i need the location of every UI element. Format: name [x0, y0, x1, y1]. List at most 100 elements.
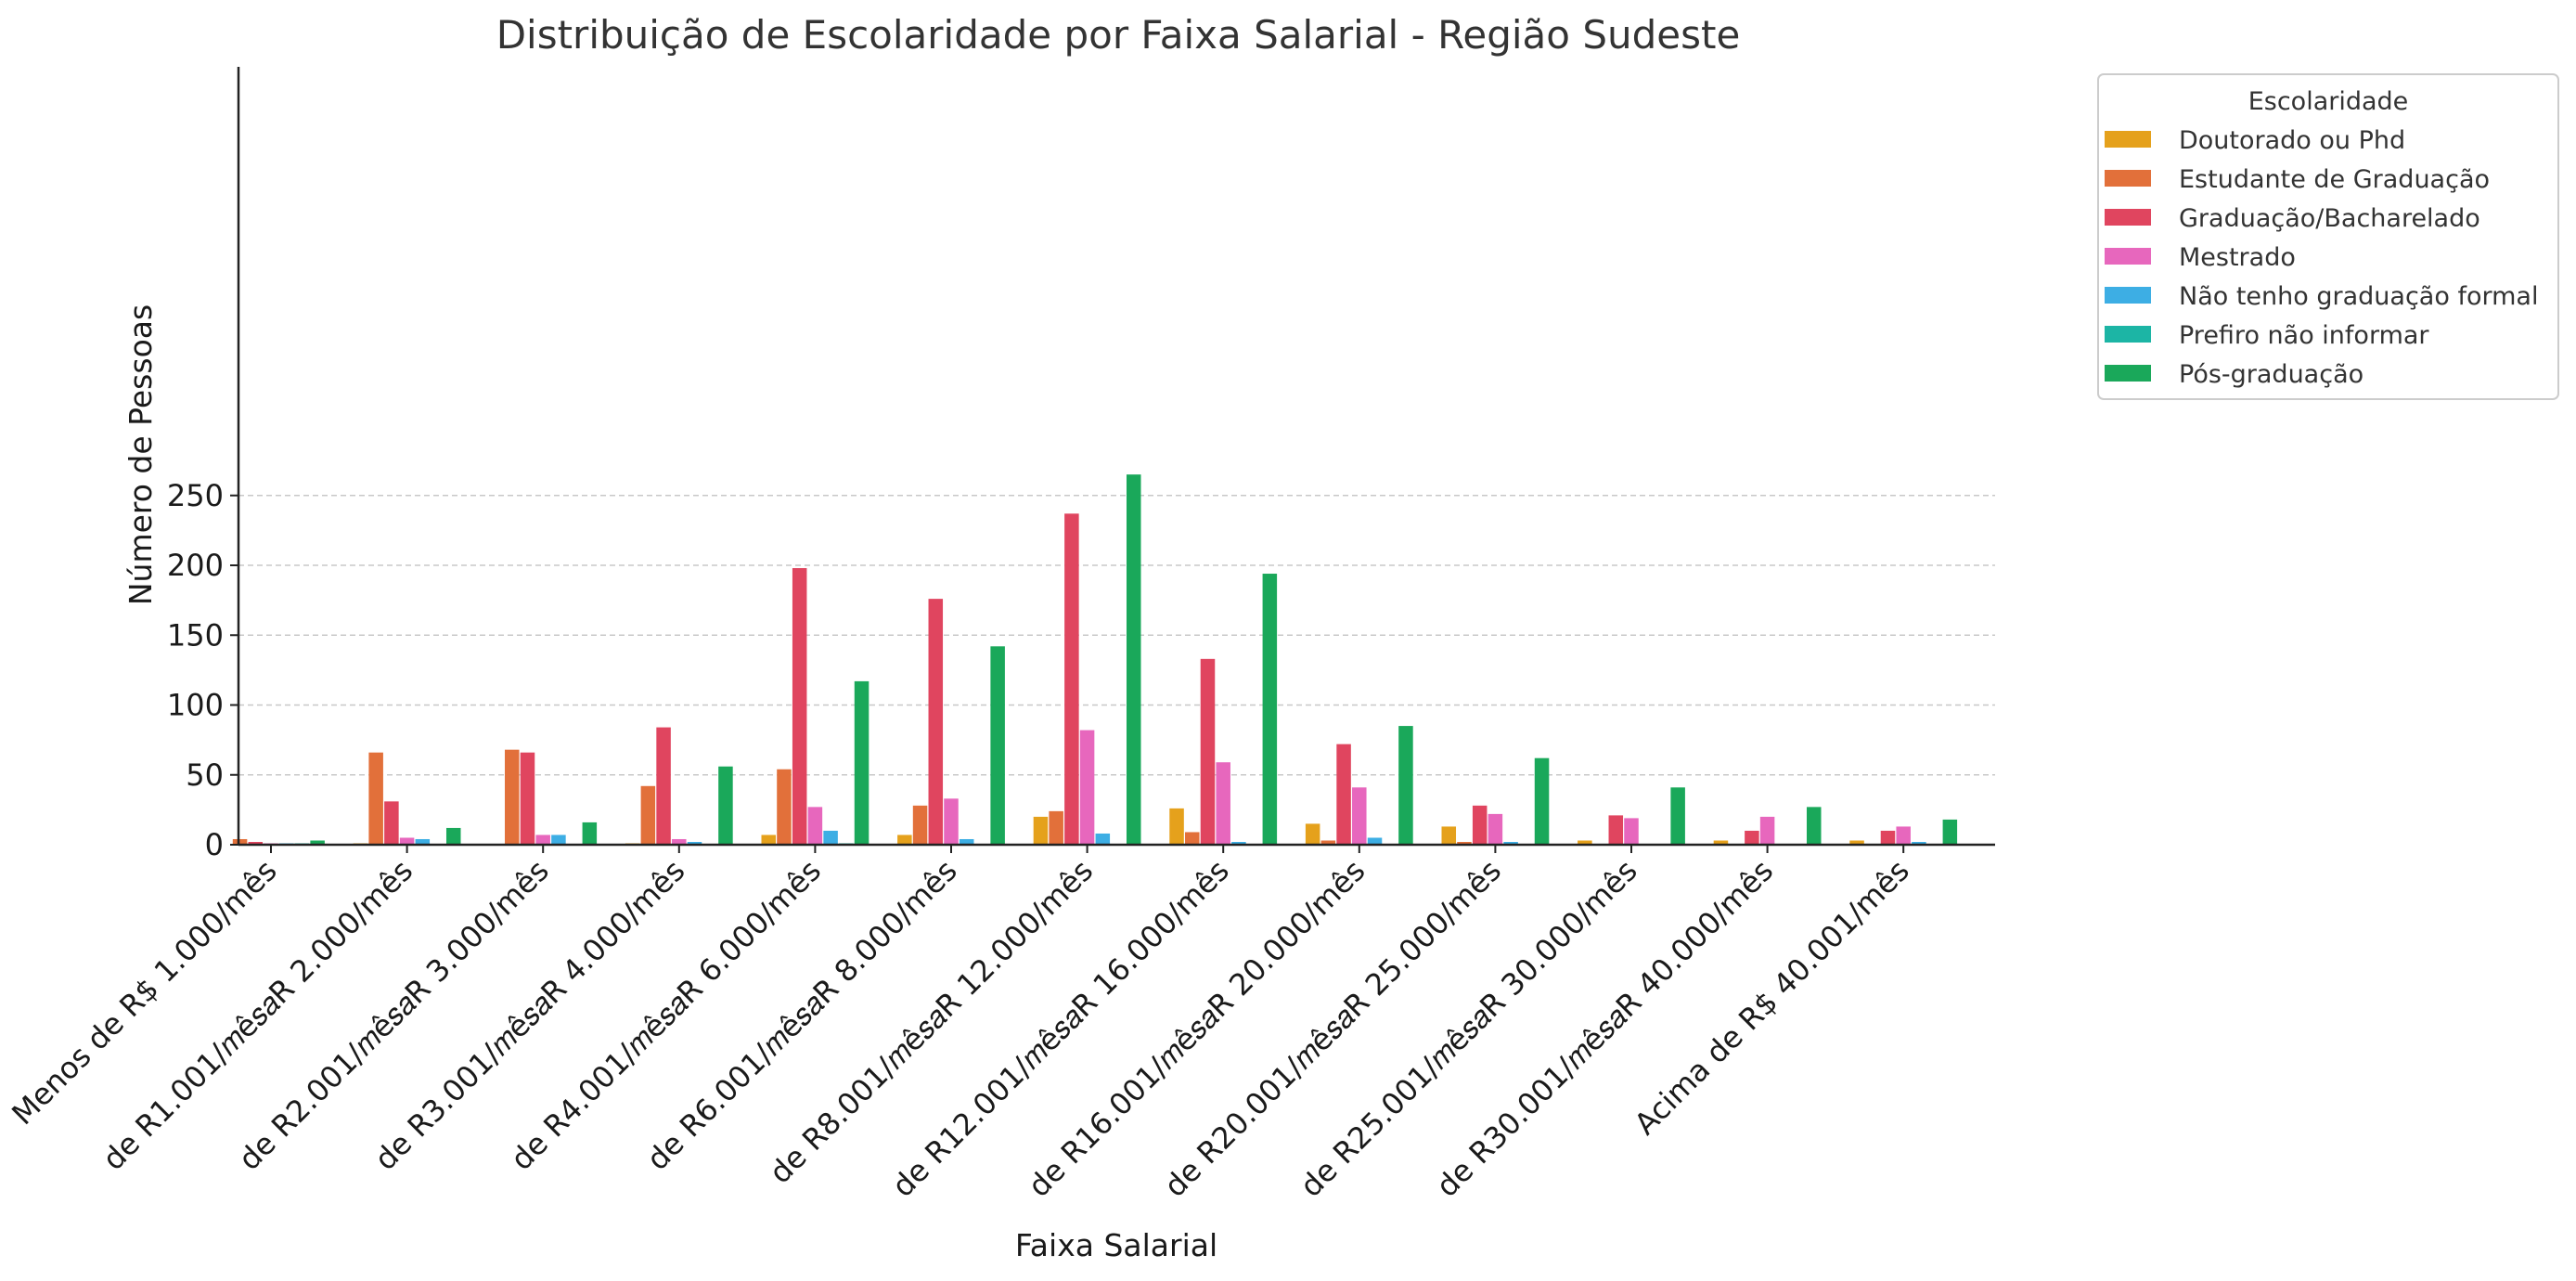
- y-ticks: 0 50 100 150 200 250: [167, 478, 238, 862]
- bar: [897, 835, 912, 846]
- bar: [718, 766, 733, 845]
- x-tick-label: Menos de R$ 1.000/mês: [5, 853, 283, 1132]
- y-tick-label: 250: [167, 478, 224, 513]
- legend-label: Estudante de Graduação: [2179, 165, 2490, 194]
- bar: [990, 646, 1005, 845]
- bar: [1608, 815, 1624, 845]
- bar: [1033, 816, 1049, 845]
- bar: [368, 752, 383, 845]
- bar: [1942, 819, 1958, 845]
- bar: [445, 827, 461, 845]
- legend-title: Escolaridade: [2248, 87, 2409, 116]
- bar: [1488, 813, 1503, 845]
- legend-swatch: [2105, 248, 2151, 265]
- bar: [1578, 840, 1592, 845]
- bar: [310, 840, 325, 845]
- legend-swatch: [2105, 209, 2151, 226]
- bar: [551, 835, 566, 846]
- bar: [384, 801, 399, 845]
- y-axis-label: Número de Pessoas: [122, 304, 159, 605]
- legend-label: Pós-graduação: [2179, 360, 2363, 389]
- legend-items: Doutorado ou Phd Estudante de Graduação Gr…: [2105, 126, 2538, 389]
- legend-swatch: [2105, 365, 2151, 382]
- bar: [1262, 574, 1278, 845]
- bar: [1185, 832, 1200, 845]
- bar: [1095, 833, 1111, 845]
- bars: [232, 474, 1958, 846]
- bar: [1534, 757, 1550, 845]
- bar: [1745, 830, 1759, 845]
- legend-frame: [2097, 73, 2559, 400]
- bar: [1472, 805, 1488, 845]
- bar: [505, 749, 520, 845]
- bar: [1079, 730, 1095, 845]
- chart-title: Distribuição de Escolaridade por Faixa S…: [496, 12, 1741, 58]
- legend-swatch: [2105, 170, 2151, 187]
- bar: [232, 838, 248, 845]
- axes: [237, 67, 1995, 847]
- gridlines: [238, 494, 1995, 776]
- bar: [959, 838, 974, 845]
- x-axis-label: Faixa Salarial: [1015, 1227, 1217, 1263]
- legend-label: Prefiro não informar: [2179, 321, 2429, 350]
- bar: [777, 769, 792, 845]
- bar: [1759, 816, 1775, 845]
- bar: [1880, 830, 1896, 845]
- bar: [761, 835, 777, 846]
- bar: [807, 807, 823, 845]
- bar: [672, 838, 687, 845]
- y-tick-label: 0: [205, 827, 224, 862]
- legend-label: Doutorado ou Phd: [2179, 126, 2405, 155]
- y-tick-label: 200: [167, 548, 224, 583]
- bar: [1169, 808, 1184, 845]
- legend-swatch: [2105, 326, 2151, 343]
- bar: [1336, 744, 1351, 845]
- legend-swatch: [2105, 131, 2151, 148]
- bar: [535, 835, 550, 846]
- bar: [399, 837, 415, 845]
- bar: [928, 599, 944, 845]
- bar: [1231, 841, 1246, 845]
- bar: [1200, 658, 1216, 845]
- bar: [1126, 474, 1141, 845]
- legend-swatch: [2105, 287, 2151, 304]
- legend-label: Mestrado: [2179, 243, 2296, 272]
- legend: Escolaridade Doutorado ou Phd Estudante d…: [2097, 73, 2559, 400]
- bar: [1670, 787, 1685, 845]
- x-tick-label: Acima de R$ 40.001/mês: [1628, 853, 1916, 1142]
- bar: [687, 841, 702, 845]
- legend-label: Graduação/Bacharelado: [2179, 204, 2480, 233]
- bar: [1806, 807, 1822, 845]
- bar: [1064, 513, 1079, 846]
- bar: [656, 727, 671, 845]
- bar: [248, 841, 264, 845]
- bar: [1216, 762, 1230, 845]
- bar: [1503, 841, 1518, 845]
- y-tick-label: 100: [167, 688, 224, 723]
- bar: [1457, 841, 1472, 845]
- bar: [1352, 787, 1367, 845]
- bar: [1713, 840, 1729, 845]
- bar: [823, 830, 838, 845]
- y-tick-label: 150: [167, 617, 224, 653]
- bar: [1441, 826, 1457, 845]
- y-tick-label: 50: [186, 757, 224, 793]
- bar: [1896, 826, 1911, 845]
- bar: [582, 822, 598, 845]
- bar: [1398, 726, 1413, 845]
- bar: [1305, 823, 1320, 845]
- bar: [640, 785, 656, 845]
- bar: [415, 838, 431, 845]
- bar: [944, 798, 959, 845]
- bar: [1624, 818, 1639, 845]
- bar: [1912, 841, 1926, 845]
- bar: [792, 568, 807, 845]
- bar: [1849, 840, 1864, 845]
- bar: [1367, 837, 1383, 845]
- bar: [1320, 840, 1336, 845]
- bar: [912, 805, 928, 845]
- legend-label: Não tenho graduação formal: [2179, 282, 2538, 311]
- bar: [1049, 810, 1063, 845]
